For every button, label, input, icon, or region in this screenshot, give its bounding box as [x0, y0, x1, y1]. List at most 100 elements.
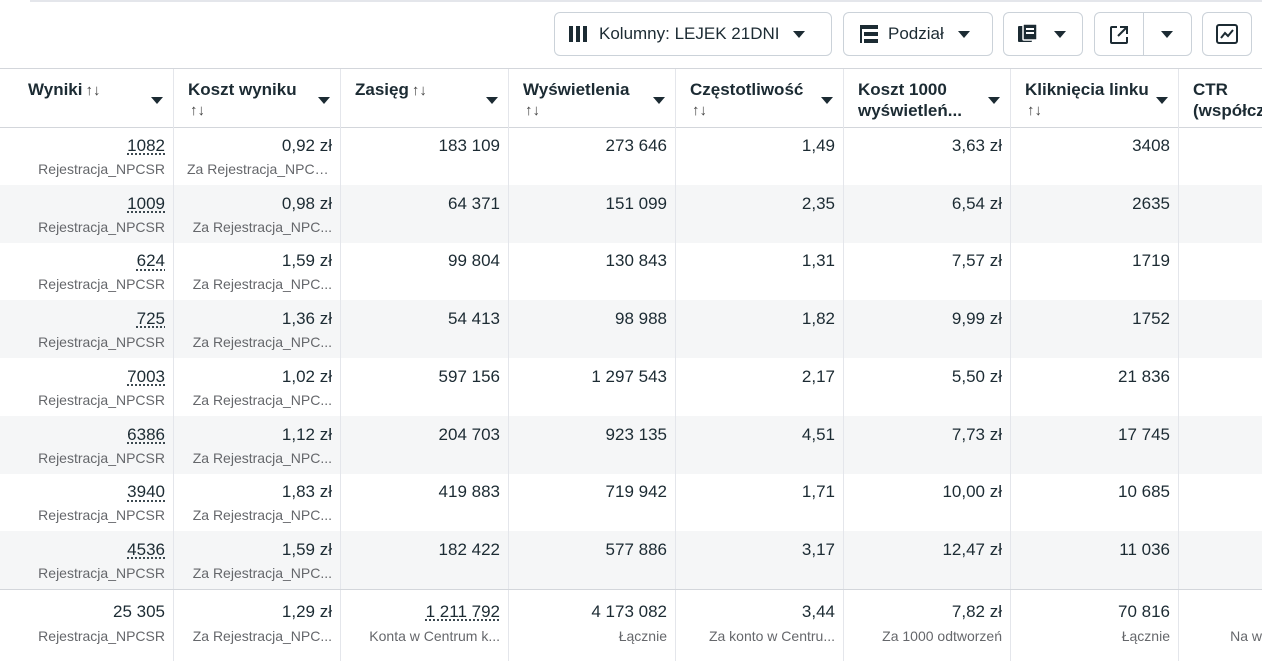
cell-subtext: Za Rejestracja_NPC... — [193, 450, 332, 466]
summary-cell: 1,29 zł Za Rejestracja_NPC... — [174, 590, 341, 661]
chevron-down-icon[interactable] — [1156, 97, 1168, 104]
chevron-down-icon[interactable] — [1161, 31, 1173, 38]
chart-button[interactable] — [1202, 12, 1252, 56]
column-header-koszt-wyniku[interactable]: Koszt wyniku ↑↓ — [174, 69, 341, 127]
results-link[interactable]: 7003 — [127, 367, 165, 387]
cell-subtext: Za Rejestracja_NPCSR — [187, 161, 332, 177]
table-row[interactable]: 3940 Rejestracja_NPCSR 1,83 zł Za Rejestrac… — [0, 473, 1262, 531]
chevron-down-icon[interactable] — [988, 97, 1000, 104]
column-header-ctr[interactable]: CTR (współcz — [1179, 69, 1262, 127]
summary-cell: 70 816 Łącznie — [1011, 590, 1179, 661]
table-cell: 725 Rejestracja_NPCSR — [0, 300, 174, 358]
results-link[interactable]: 3940 — [127, 482, 165, 502]
summary-cell: Na w — [1179, 590, 1262, 661]
table-cell: 99 804 — [341, 242, 509, 300]
summary-value: 7,82 zł — [952, 602, 1002, 622]
cell-subtext: Rejestracja_NPCSR — [38, 219, 165, 235]
table-cell: 12,47 zł — [844, 531, 1011, 589]
column-header-czestotliwosc[interactable]: Częstotliwość ↑↓ — [676, 69, 844, 127]
cell-value: 719 942 — [606, 482, 667, 502]
cell-value: 21 836 — [1118, 367, 1170, 387]
cell-subtext: Za Rejestracja_NPC... — [193, 392, 332, 408]
cell-value: 64 371 — [448, 194, 500, 214]
table-cell: 1082 Rejestracja_NPCSR — [0, 127, 174, 185]
table-row[interactable]: 7003 Rejestracja_NPCSR 1,02 zł Za Rejestrac… — [0, 358, 1262, 416]
results-link[interactable]: 624 — [137, 251, 165, 271]
chevron-down-icon[interactable] — [151, 97, 163, 104]
table-row[interactable]: 4536 Rejestracja_NPCSR 1,59 zł Za Rejestrac… — [0, 531, 1262, 589]
cell-value: 10 685 — [1118, 482, 1170, 502]
export-split-button[interactable] — [1094, 12, 1192, 56]
summary-value[interactable]: 1 211 792 — [426, 602, 500, 622]
table-cell: 64 371 — [341, 185, 509, 243]
results-link[interactable]: 4536 — [127, 540, 165, 560]
summary-subtext: Łącznie — [1122, 628, 1170, 644]
column-header-label: CTR — [1193, 79, 1228, 100]
cell-value: 3,63 zł — [952, 136, 1002, 156]
results-link[interactable]: 1009 — [127, 194, 165, 214]
table-cell: 11 036 — [1011, 531, 1179, 589]
table-row[interactable]: 725 Rejestracja_NPCSR 1,36 zł Za Rejestracj… — [0, 300, 1262, 358]
table-cell: 1,71 — [676, 473, 844, 531]
summary-value: 3,44 — [802, 602, 835, 622]
table-cell: 5,50 zł — [844, 358, 1011, 416]
table-cell: 10,00 zł — [844, 473, 1011, 531]
chevron-down-icon[interactable] — [486, 97, 498, 104]
cell-value: 204 703 — [439, 425, 500, 445]
table-cell: 1,82 — [676, 300, 844, 358]
columns-button[interactable]: Kolumny: LEJEK 21DNI — [554, 12, 832, 56]
sort-icon[interactable]: ↑↓ — [525, 102, 540, 119]
table-cell: 624 Rejestracja_NPCSR — [0, 242, 174, 300]
column-header-label: Koszt wyniku — [188, 79, 297, 100]
chevron-down-icon[interactable] — [821, 97, 833, 104]
table-cell: 9,99 zł — [844, 300, 1011, 358]
summary-subtext: Na w — [1230, 628, 1262, 644]
breakdown-icon — [860, 25, 878, 43]
results-link[interactable]: 725 — [137, 309, 165, 329]
column-header-zasieg[interactable]: Zasięg ↑↓ — [341, 69, 509, 127]
table-row[interactable]: 6386 Rejestracja_NPCSR 1,12 zł Za Rejestrac… — [0, 416, 1262, 474]
table-cell: 7,57 zł — [844, 242, 1011, 300]
table-cell: 130 843 — [509, 242, 676, 300]
sort-icon[interactable]: ↑↓ — [85, 82, 100, 99]
table-cell: 1,12 zł Za Rejestracja_NPC... — [174, 416, 341, 474]
table-cell: 1,31 — [676, 242, 844, 300]
sort-icon[interactable]: ↑↓ — [190, 102, 205, 119]
table-cell: 2,17 — [676, 358, 844, 416]
table-cell: 719 942 — [509, 473, 676, 531]
chevron-down-icon[interactable] — [653, 97, 665, 104]
cell-subtext: Za Rejestracja_NPC... — [193, 565, 332, 581]
reports-button[interactable] — [1003, 12, 1083, 56]
table-cell: 923 135 — [509, 416, 676, 474]
cell-value: 273 646 — [606, 136, 667, 156]
table-row[interactable]: 1009 Rejestracja_NPCSR 0,98 zł Za Rejestrac… — [0, 185, 1262, 243]
column-header-koszt-1000[interactable]: Koszt 1000 wyświetleń... — [844, 69, 1011, 127]
table-cell: 4536 Rejestracja_NPCSR — [0, 531, 174, 589]
results-link[interactable]: 6386 — [127, 425, 165, 445]
cell-value: 10,00 zł — [942, 482, 1002, 502]
cell-value: 1,31 — [802, 251, 835, 271]
table-row[interactable]: 624 Rejestracja_NPCSR 1,59 zł Za Rejestracj… — [0, 242, 1262, 300]
column-header-wyniki[interactable]: Wyniki ↑↓ — [0, 69, 174, 127]
table-cell: 1,83 zł Za Rejestracja_NPC... — [174, 473, 341, 531]
export-icon[interactable] — [1109, 25, 1129, 45]
sort-icon[interactable]: ↑↓ — [1027, 102, 1042, 119]
table-cell: 0,98 zł Za Rejestracja_NPC... — [174, 185, 341, 243]
cell-value: 54 413 — [448, 309, 500, 329]
column-header-klikniecia[interactable]: Kliknięcia linku ↑↓ — [1011, 69, 1179, 127]
sort-icon[interactable]: ↑↓ — [692, 102, 707, 119]
results-link[interactable]: 1082 — [127, 136, 165, 156]
table-cell: 54 413 — [341, 300, 509, 358]
summary-subtext: Za 1000 odtworzeń — [882, 628, 1002, 644]
cell-subtext: Za Rejestracja_NPC... — [193, 219, 332, 235]
chevron-down-icon[interactable] — [318, 97, 330, 104]
sort-icon[interactable]: ↑↓ — [412, 82, 427, 99]
summary-cell: 4 173 082 Łącznie — [509, 590, 676, 661]
column-header-wyswietlenia[interactable]: Wyświetlenia ↑↓ — [509, 69, 676, 127]
table-row[interactable]: 1082 Rejestracja_NPCSR 0,92 zł Za Rejestrac… — [0, 127, 1262, 185]
cell-subtext: Za Rejestracja_NPC... — [193, 507, 332, 523]
cell-value: 17 745 — [1118, 425, 1170, 445]
summary-value: 1,29 zł — [282, 602, 332, 622]
breakdown-button[interactable]: Podział — [843, 12, 993, 56]
table-cell: 7003 Rejestracja_NPCSR — [0, 358, 174, 416]
